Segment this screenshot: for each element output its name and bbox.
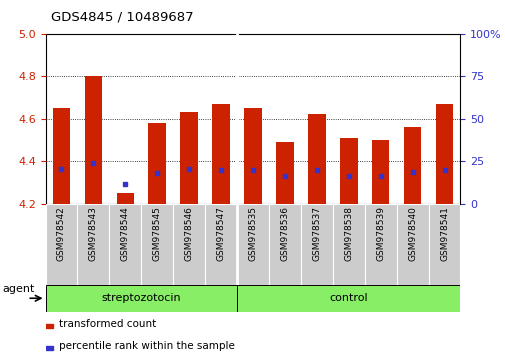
- Text: percentile rank within the sample: percentile rank within the sample: [59, 341, 234, 352]
- Bar: [371, 140, 389, 204]
- Bar: [236, 204, 269, 285]
- Bar: [205, 204, 236, 285]
- Bar: [276, 142, 293, 204]
- Text: transformed count: transformed count: [59, 319, 156, 329]
- Bar: [45, 324, 53, 328]
- Bar: [244, 108, 261, 204]
- Bar: [45, 285, 236, 312]
- Bar: [300, 204, 332, 285]
- Text: GSM978538: GSM978538: [343, 206, 352, 261]
- Text: GSM978544: GSM978544: [121, 206, 130, 261]
- Bar: [428, 204, 460, 285]
- Bar: [396, 204, 428, 285]
- Bar: [332, 204, 364, 285]
- Bar: [45, 346, 53, 350]
- Bar: [339, 138, 357, 204]
- Text: GSM978545: GSM978545: [153, 206, 162, 261]
- Bar: [84, 76, 102, 204]
- Text: GSM978535: GSM978535: [248, 206, 257, 261]
- Bar: [269, 204, 300, 285]
- Bar: [53, 108, 70, 204]
- Bar: [45, 204, 77, 285]
- Text: GSM978536: GSM978536: [280, 206, 289, 261]
- Text: GSM978543: GSM978543: [89, 206, 98, 261]
- Text: GSM978547: GSM978547: [216, 206, 225, 261]
- Text: streptozotocin: streptozotocin: [102, 293, 181, 303]
- Text: GSM978541: GSM978541: [439, 206, 448, 261]
- Bar: [212, 104, 229, 204]
- Bar: [308, 114, 325, 204]
- Text: GSM978546: GSM978546: [184, 206, 193, 261]
- Text: GSM978539: GSM978539: [375, 206, 384, 261]
- Text: GSM978542: GSM978542: [57, 206, 66, 261]
- Bar: [364, 204, 396, 285]
- Text: GSM978537: GSM978537: [312, 206, 321, 261]
- Bar: [116, 193, 134, 204]
- Bar: [141, 204, 173, 285]
- Text: GSM978540: GSM978540: [407, 206, 416, 261]
- Text: control: control: [329, 293, 367, 303]
- Bar: [77, 204, 109, 285]
- Text: agent: agent: [3, 284, 35, 295]
- Text: GDS4845 / 10489687: GDS4845 / 10489687: [50, 10, 193, 23]
- Bar: [109, 204, 141, 285]
- Bar: [173, 204, 205, 285]
- Bar: [403, 127, 421, 204]
- Bar: [148, 123, 166, 204]
- Bar: [236, 285, 460, 312]
- Bar: [180, 112, 197, 204]
- Bar: [435, 104, 452, 204]
